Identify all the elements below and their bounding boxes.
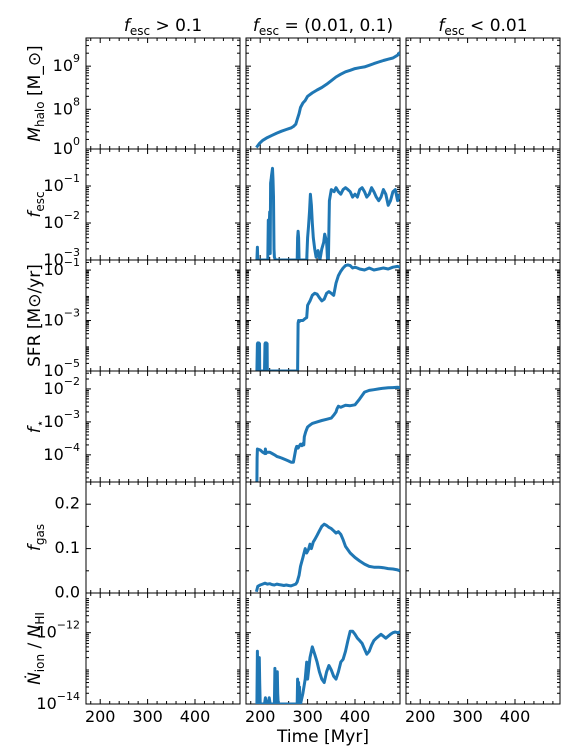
x-tick-label: 300 [292, 707, 323, 726]
panel-r3-c1: 10−5 10−3 10−1 [43, 256, 241, 380]
panel-frame [85, 592, 241, 705]
x-tick-label: 200 [405, 707, 436, 726]
panel-frame [405, 592, 561, 705]
panel-frame [85, 148, 241, 261]
y-axis-label-4: f⋆ [25, 420, 47, 434]
column-titles: fesc > 0.1 fesc = (0.01, 0.1) fesc < 0.01 [124, 16, 528, 38]
y-tick-label: 10−1 [43, 172, 80, 195]
panel-frame [245, 259, 401, 372]
x-tick-label: 400 [500, 707, 531, 726]
panel-frame [405, 37, 561, 150]
panel-r5-c3 [405, 481, 561, 594]
series-line-row-1 [255, 51, 400, 149]
y-axis-label-1: Mhalo [M_⊙] [25, 45, 47, 141]
y-tick-label: 0.2 [55, 494, 80, 513]
y-axis-label-3: SFR [M⊙/yr] [25, 264, 45, 367]
y-tick-label: 100 [53, 135, 80, 158]
y-tick-label: 10−3 [43, 307, 80, 330]
panel-r6-c2: 200 300 400 [245, 592, 401, 726]
panel-frame [85, 259, 241, 372]
panel-r2-c3 [405, 148, 561, 261]
y-tick-label: 0.1 [55, 538, 80, 557]
panel-r1-c3 [405, 37, 561, 150]
panel-r6-c1: 10−14 10−12 200 300 400 [36, 592, 241, 726]
panel-r4-c2 [245, 370, 401, 483]
panel-r4-c1: 10−4 10−3 10−2 [43, 370, 241, 483]
y-tick-label: 10−5 [43, 357, 80, 380]
panel-frame [245, 370, 401, 483]
panels-grid: Mhalo [M_⊙] 108 109 fesc 10−3 10−2 10−1 100 SFR … [24, 37, 561, 726]
y-tick-label: 0.0 [55, 583, 80, 602]
y-axis-label-5: fgas [25, 524, 47, 551]
y-tick-label: 10−2 [43, 209, 80, 232]
x-tick-label: 200 [85, 707, 116, 726]
panel-frame [85, 37, 241, 150]
panel-r3-c3 [405, 259, 561, 372]
column-title-1: fesc > 0.1 [124, 16, 202, 38]
x-tick-label: 400 [340, 707, 371, 726]
panel-r2-c2 [245, 148, 401, 261]
x-tick-label: 200 [245, 707, 276, 726]
y-tick-label: 10−2 [43, 375, 80, 398]
x-tick-label: 300 [132, 707, 163, 726]
y-axis-label-2: fesc [25, 191, 47, 217]
panel-frame [405, 148, 561, 261]
panel-frame [405, 259, 561, 372]
series-line-row-4 [255, 385, 400, 482]
panel-frame [245, 481, 401, 594]
y-tick-label: 109 [53, 52, 80, 75]
y-tick-label: 10−3 [43, 408, 80, 431]
series-line-row-3 [255, 263, 400, 371]
panel-r3-c2 [245, 259, 401, 372]
panel-frame [85, 481, 241, 594]
y-tick-label: 10−3 [43, 246, 80, 269]
panel-frame [405, 481, 561, 594]
panel-r4-c3 [405, 370, 561, 483]
panel-frame [405, 370, 561, 483]
panel-r1-c1: 108 109 [53, 37, 241, 150]
panel-r1-c2 [245, 37, 401, 150]
series-line-row-2 [255, 166, 400, 260]
y-tick-label: 10−4 [43, 441, 80, 464]
panel-r2-c1: 10−3 10−2 10−1 100 [43, 135, 241, 269]
y-tick-label: 10−14 [36, 690, 80, 713]
column-title-3: fesc < 0.01 [438, 16, 527, 38]
panel-frame [245, 592, 401, 705]
x-axis-label: Time [Myr] [276, 727, 369, 747]
panel-r5-c2 [245, 481, 401, 594]
panel-r6-c3: 200 300 400 [405, 592, 561, 726]
y-tick-label: 10−12 [36, 619, 80, 642]
y-tick-label: 108 [53, 95, 80, 118]
y-tick-label: 10−1 [43, 256, 80, 279]
panel-frame [245, 37, 401, 150]
series-line-row-6 [255, 629, 400, 704]
panel-frame [85, 370, 241, 483]
x-tick-label: 300 [452, 707, 483, 726]
column-title-2: fesc = (0.01, 0.1) [253, 16, 393, 38]
panel-r5-c1: 0.0 0.1 0.2 [55, 481, 241, 602]
y-axis-label-6: Ṅion / NHI [24, 612, 47, 685]
x-tick-label: 400 [180, 707, 211, 726]
series-line-row-5 [254, 522, 400, 593]
